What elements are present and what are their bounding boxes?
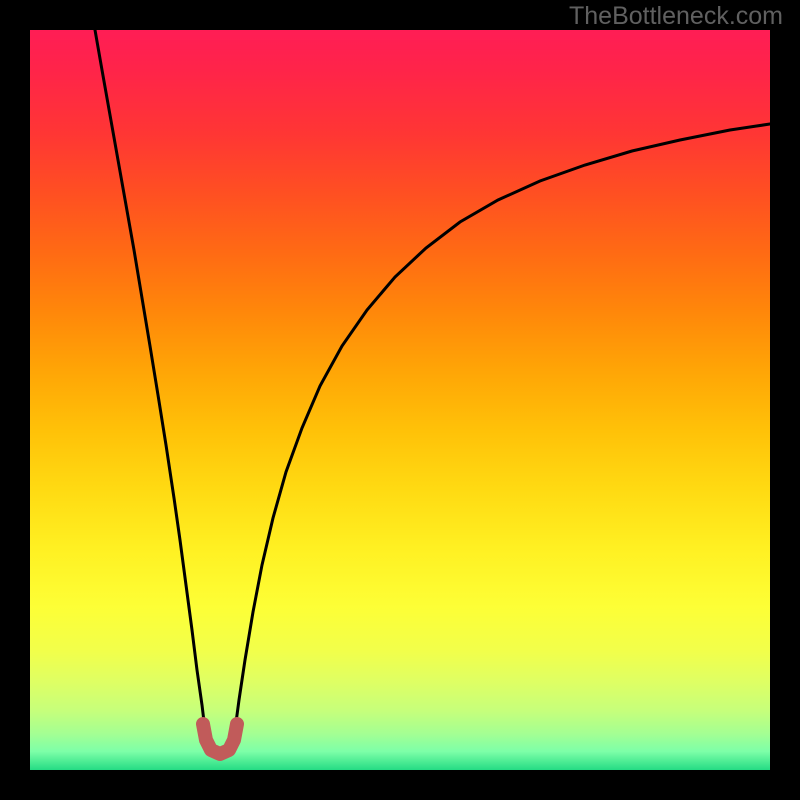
plot-svg: [30, 30, 770, 770]
watermark-text: TheBottleneck.com: [569, 2, 783, 31]
plot-area: [30, 30, 770, 770]
plot-background: [30, 30, 770, 770]
chart-container: TheBottleneck.com: [0, 0, 800, 800]
